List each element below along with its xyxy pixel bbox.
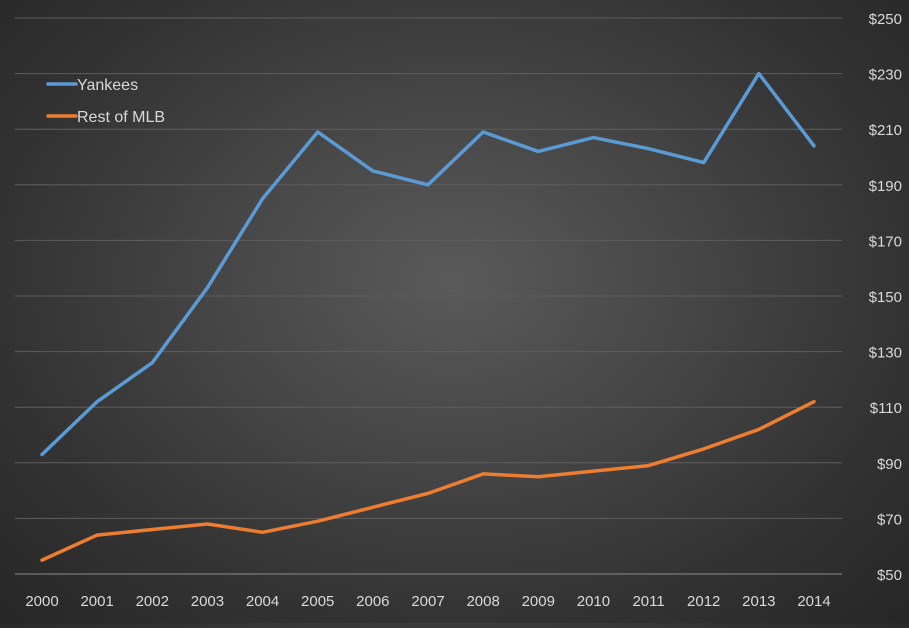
series-line	[40, 71, 816, 457]
x-tick-label: 2000	[25, 593, 58, 610]
data-point	[371, 169, 375, 173]
x-tick-label: 2001	[80, 593, 113, 610]
data-point	[261, 197, 265, 201]
data-point	[481, 130, 485, 134]
data-point	[481, 472, 485, 476]
data-point	[812, 144, 816, 148]
data-point	[647, 464, 651, 468]
data-point	[591, 136, 595, 140]
data-point	[316, 130, 320, 134]
data-point	[40, 558, 44, 562]
legend-label: Rest of MLB	[77, 109, 165, 126]
data-point	[261, 530, 265, 534]
y-tick-label: $230	[869, 67, 902, 84]
data-point	[536, 475, 540, 479]
y-tick-label: $110	[870, 400, 902, 417]
data-point	[757, 427, 761, 431]
x-tick-label: 2005	[301, 593, 334, 610]
legend: Yankees Rest of MLB	[46, 77, 165, 126]
data-point	[757, 72, 761, 76]
data-point	[426, 491, 430, 495]
y-tick-label: $170	[869, 233, 902, 250]
y-tick-label: $90	[877, 456, 902, 473]
data-point	[426, 183, 430, 187]
data-point	[536, 149, 540, 153]
y-tick-label: $50	[877, 567, 902, 584]
data-point	[316, 519, 320, 523]
data-point	[812, 400, 816, 404]
data-point	[702, 161, 706, 165]
y-tick-label: $190	[869, 178, 902, 195]
data-point	[647, 147, 651, 151]
legend-item: Yankees	[46, 77, 138, 94]
x-tick-label: 2008	[466, 593, 499, 610]
y-tick-label: $70	[877, 511, 902, 528]
legend-label: Yankees	[77, 77, 138, 94]
y-tick-label: $210	[869, 122, 902, 139]
x-tick-label: 2003	[191, 593, 224, 610]
data-point	[702, 447, 706, 451]
x-tick-label: 2013	[742, 593, 775, 610]
x-tick-label: 2012	[687, 593, 720, 610]
axes: $50 $70 $90 $110 $130 $150 $170 $190 $210 $230 $25…	[25, 11, 902, 610]
x-tick-label: 2004	[246, 593, 279, 610]
y-tick-label: $130	[869, 345, 902, 362]
data-point	[40, 452, 44, 456]
series-yankees	[40, 71, 816, 457]
series-rest-of-mlb	[40, 399, 816, 562]
x-tick-label: 2007	[411, 593, 444, 610]
x-tick-label: 2010	[577, 593, 610, 610]
x-tick-label: 2009	[522, 593, 555, 610]
data-point	[591, 469, 595, 473]
gridlines	[15, 17, 842, 575]
series-lines	[40, 71, 816, 562]
data-point	[205, 522, 209, 526]
y-tick-label: $250	[869, 11, 902, 28]
x-tick-label: 2006	[356, 593, 389, 610]
data-point	[371, 505, 375, 509]
data-point	[150, 528, 154, 532]
data-point	[205, 286, 209, 290]
series-line	[40, 399, 816, 562]
x-tick-label: 2011	[632, 593, 664, 610]
x-tick-label: 2002	[136, 593, 169, 610]
x-tick-label: 2014	[797, 593, 830, 610]
data-point	[95, 400, 99, 404]
data-point	[95, 533, 99, 537]
legend-item: Rest of MLB	[46, 109, 165, 126]
data-point	[150, 361, 154, 365]
y-tick-label: $150	[869, 289, 902, 306]
